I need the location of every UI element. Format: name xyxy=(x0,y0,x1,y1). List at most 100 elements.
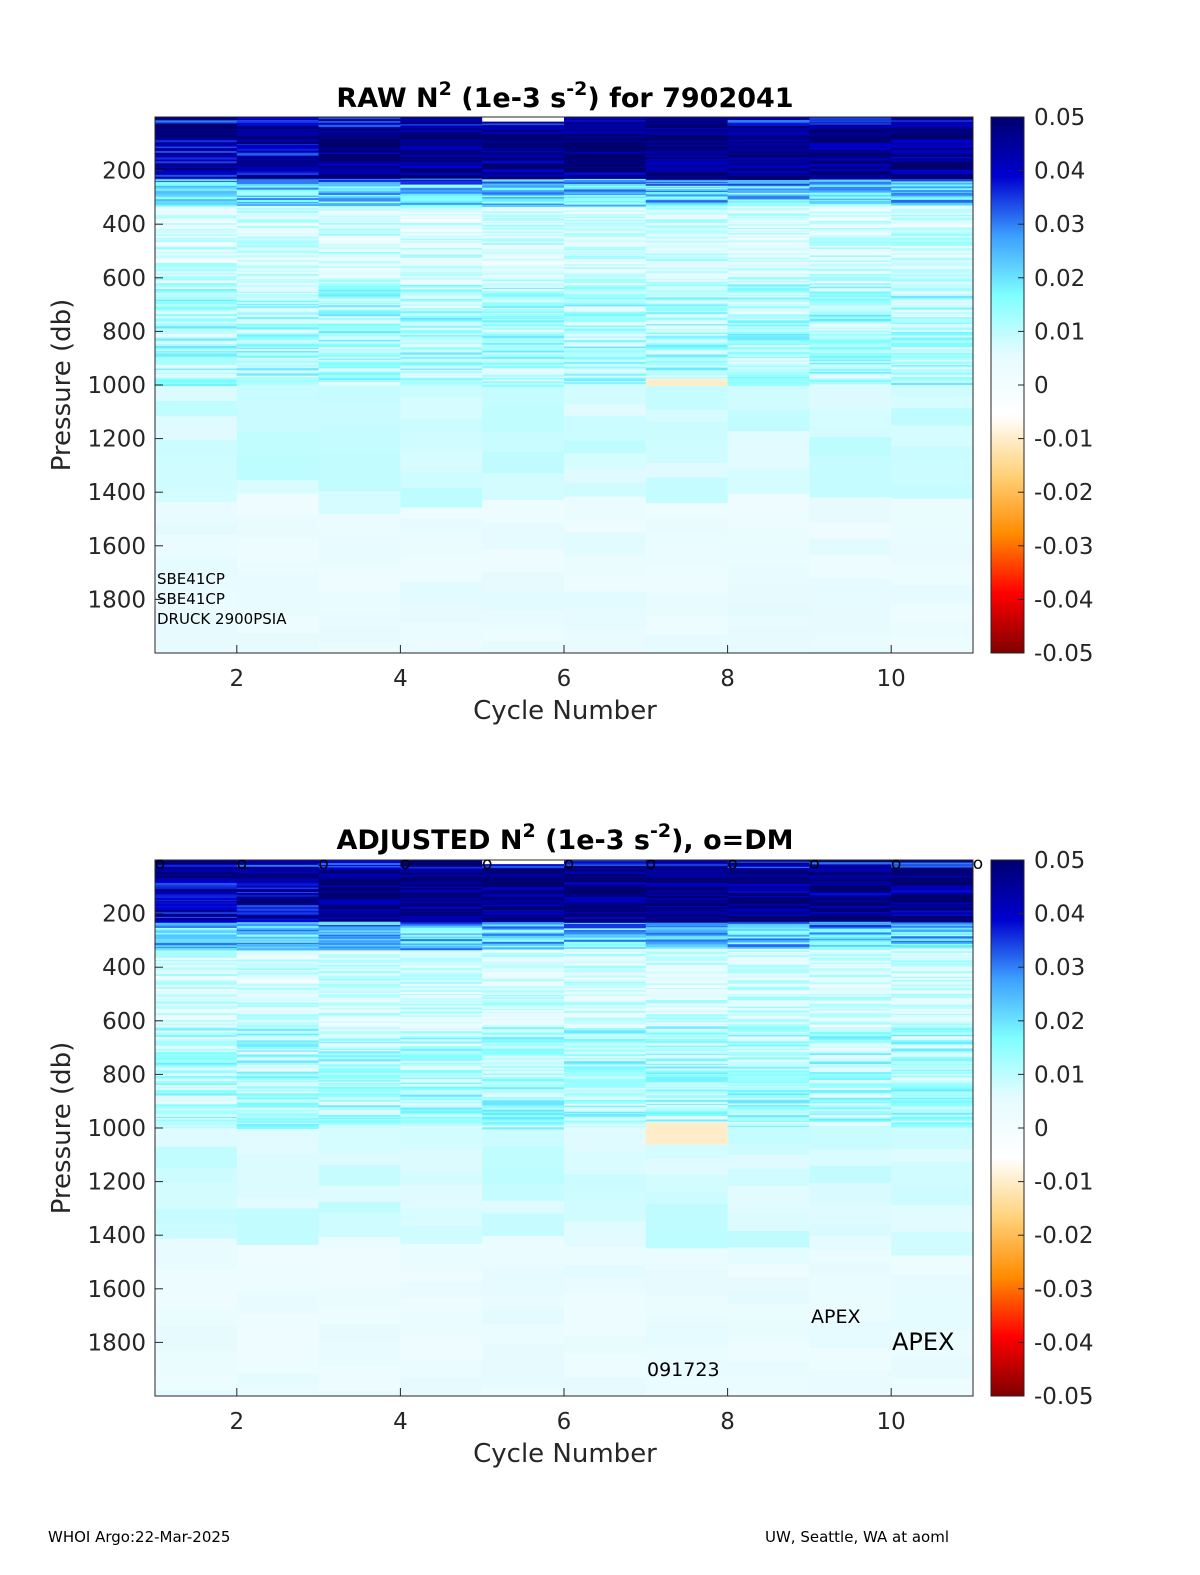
heatmap-cell xyxy=(400,154,483,158)
heatmap-cell xyxy=(727,1035,810,1037)
heatmap-cell xyxy=(891,870,974,873)
heatmap-cell xyxy=(318,986,401,989)
heatmap-cell xyxy=(809,1115,892,1118)
heatmap-cell xyxy=(236,1107,319,1111)
heatmap-cell xyxy=(236,199,319,203)
heatmap-cell xyxy=(891,1038,974,1041)
heatmap-cell xyxy=(155,901,238,903)
heatmap-cell xyxy=(482,183,565,186)
heatmap-cell xyxy=(155,863,238,866)
heatmap-cell xyxy=(891,313,974,317)
heatmap-cell xyxy=(318,279,401,281)
heatmap-cell xyxy=(891,1065,974,1067)
heatmap-cell xyxy=(400,1059,483,1062)
heatmap-cell xyxy=(236,936,319,939)
heatmap-cell xyxy=(155,1071,238,1074)
heatmap-cell xyxy=(155,214,238,216)
heatmap-cell xyxy=(891,953,974,956)
heatmap-cell xyxy=(318,337,401,339)
heatmap-cell xyxy=(727,217,810,219)
heatmap-cell xyxy=(645,360,728,364)
heatmap-cell xyxy=(727,289,810,292)
heatmap-cell xyxy=(400,963,483,966)
heatmap-cell xyxy=(236,957,319,960)
heatmap-cell xyxy=(236,877,319,880)
heatmap-cell xyxy=(400,902,483,904)
heatmap-cell xyxy=(318,933,401,936)
heatmap-cell xyxy=(400,321,483,323)
heatmap-cell xyxy=(482,135,565,137)
heatmap-cell xyxy=(318,959,401,963)
heatmap-cell xyxy=(318,1154,401,1166)
heatmap-cell xyxy=(318,1247,401,1265)
heatmap-cell xyxy=(155,163,238,166)
footer-left: WHOI Argo:22-Mar-2025 xyxy=(48,1528,230,1546)
heatmap-cell xyxy=(891,279,974,282)
heatmap-cell xyxy=(318,1125,401,1128)
heatmap-cell xyxy=(727,375,810,378)
heatmap-cell xyxy=(809,235,892,238)
heatmap-cell xyxy=(155,1293,238,1308)
heatmap-cell xyxy=(482,894,565,897)
heatmap-cell xyxy=(727,1107,810,1109)
heatmap-cell xyxy=(155,282,238,284)
colorbar-tick-label: -0.05 xyxy=(1034,641,1094,667)
heatmap-cell xyxy=(564,1019,647,1023)
heatmap-cell xyxy=(400,930,483,933)
heatmap-cell xyxy=(482,919,565,921)
heatmap-cell xyxy=(236,1121,319,1124)
heatmap-cell xyxy=(400,122,483,125)
heatmap-cell xyxy=(645,420,728,442)
heatmap-cell xyxy=(155,956,238,958)
heatmap-cell xyxy=(564,1121,647,1123)
heatmap-cell xyxy=(564,879,647,882)
heatmap-cell xyxy=(236,1077,319,1081)
heatmap-cell xyxy=(155,969,238,971)
heatmap-cell xyxy=(645,881,728,884)
heatmap-cell xyxy=(645,916,728,918)
heatmap-cell xyxy=(318,938,401,941)
heatmap-cell xyxy=(645,347,728,351)
heatmap-cell xyxy=(645,343,728,346)
heatmap-cell xyxy=(564,127,647,130)
heatmap-cell xyxy=(645,346,728,349)
heatmap-cell xyxy=(891,162,974,165)
heatmap-cell xyxy=(236,187,319,190)
heatmap-cell xyxy=(809,895,892,898)
heatmap-cell xyxy=(891,154,974,158)
heatmap-cell xyxy=(645,1088,728,1090)
heatmap-cell xyxy=(400,378,483,381)
heatmap-cell xyxy=(891,121,974,125)
heatmap-cell xyxy=(155,365,238,368)
heatmap-cell xyxy=(645,949,728,952)
heatmap-cell xyxy=(236,178,319,181)
heatmap-cell xyxy=(645,959,728,961)
heatmap-cell xyxy=(645,1118,728,1120)
heatmap-cell xyxy=(809,385,892,410)
heatmap-cell xyxy=(155,272,238,276)
heatmap-cell xyxy=(809,1014,892,1017)
heatmap-cell xyxy=(318,863,401,866)
heatmap-cell xyxy=(155,923,238,926)
heatmap-cell xyxy=(318,341,401,343)
heatmap-cell xyxy=(318,1064,401,1068)
heatmap-cell xyxy=(318,249,401,253)
heatmap-cell xyxy=(564,1113,647,1115)
heatmap-cell xyxy=(236,185,319,188)
heatmap-cell xyxy=(482,972,565,974)
heatmap-cell xyxy=(645,329,728,332)
heatmap-cell xyxy=(236,892,319,896)
heatmap-cell xyxy=(236,222,319,225)
heatmap-cell xyxy=(809,1059,892,1062)
heatmap-cell xyxy=(155,384,238,387)
heatmap-cell xyxy=(891,156,974,159)
heatmap-cell xyxy=(564,469,647,484)
heatmap-cell xyxy=(891,637,974,654)
heatmap-cell xyxy=(155,1039,238,1042)
heatmap-cell xyxy=(645,358,728,362)
heatmap-cell xyxy=(318,1118,401,1121)
heatmap-cell xyxy=(155,1044,238,1047)
heatmap-cell xyxy=(727,1025,810,1028)
heatmap-cell xyxy=(891,982,974,985)
heatmap-cell xyxy=(809,555,892,579)
